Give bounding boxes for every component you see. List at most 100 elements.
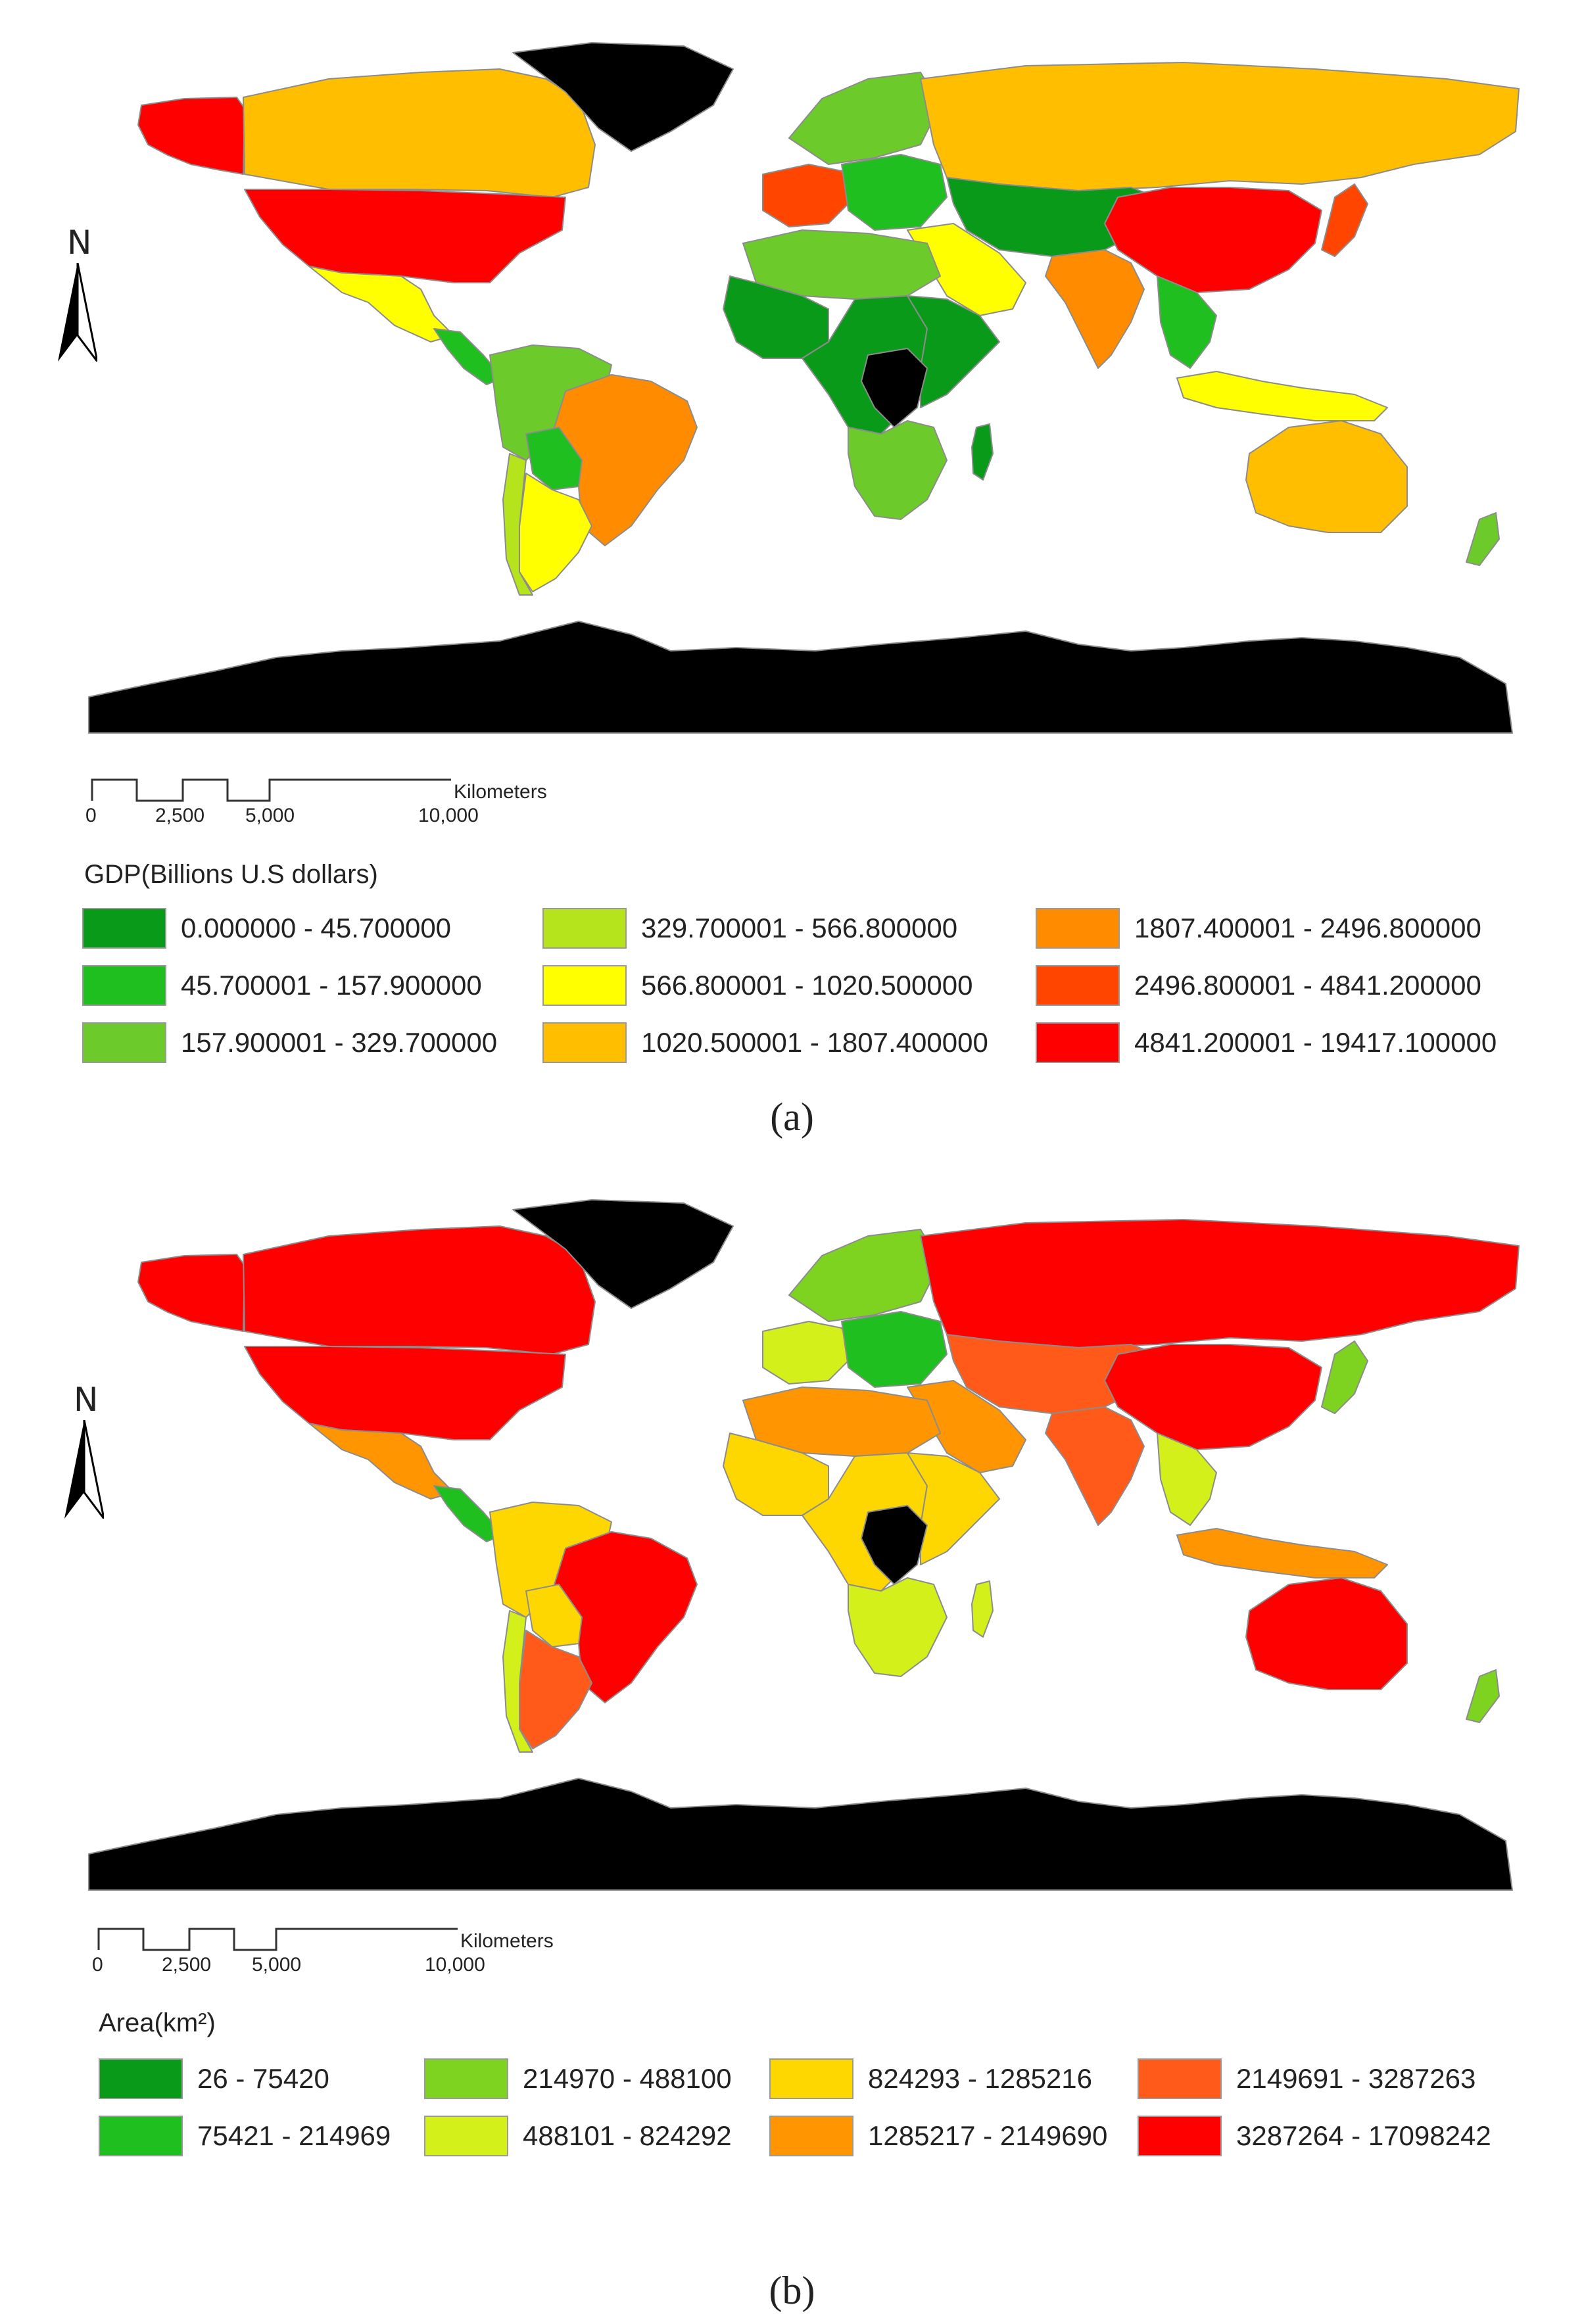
region-western-europe: [762, 1321, 855, 1385]
legend-swatch: [82, 965, 166, 1006]
region-chile: [502, 453, 533, 596]
region-western-europe: [762, 164, 855, 227]
region-india: [1045, 249, 1145, 369]
legend-item: 214970 - 488100: [424, 2058, 732, 2100]
legend-label: 75421 - 214969: [197, 2120, 391, 2151]
scale-bar-graphic: [91, 778, 451, 802]
region-madagascar: [971, 423, 994, 481]
world-map-area: [88, 1199, 1520, 1891]
region-southern-africa: [848, 1577, 948, 1677]
panel-label: (a): [770, 1095, 814, 1139]
legend-item: 75421 - 214969: [99, 2115, 391, 2157]
legend-swatch: [82, 1022, 166, 1063]
legend-label: 157.900001 - 329.700000: [181, 1027, 498, 1058]
region-australia: [1245, 1577, 1408, 1690]
legend-item: 2496.800001 - 4841.200000: [1036, 964, 1481, 1007]
legend-swatch: [424, 2058, 508, 2099]
region-alaska: [137, 1254, 245, 1332]
legend-title: Area(km²): [99, 2008, 216, 2037]
scale-bar: 0 2,500 5,000 10,000 Kilometers: [85, 777, 564, 836]
legend-label: 2149691 - 3287263: [1236, 2063, 1476, 2094]
legend-swatch: [99, 2116, 183, 2156]
region-bolivia: [525, 427, 583, 490]
legend-swatch: [82, 908, 166, 949]
legend-swatch: [542, 1022, 627, 1063]
scale-tick: 0: [85, 805, 97, 826]
legend-label: 566.800001 - 1020.500000: [641, 970, 973, 1001]
region-new-zealand: [1466, 1669, 1500, 1723]
legend-label: 0.000000 - 45.700000: [181, 913, 452, 943]
north-arrow-icon: [64, 1420, 104, 1519]
region-eastern-europe: [841, 154, 948, 231]
region-australia: [1245, 420, 1408, 533]
legend-swatch: [99, 2058, 183, 2099]
region-southeast-asia: [1157, 275, 1217, 369]
region-east-africa: [907, 1452, 1000, 1565]
scale-unit: Kilometers: [454, 781, 547, 803]
legend-label: 329.700001 - 566.800000: [641, 913, 958, 943]
legend-label: 45.700001 - 157.900000: [181, 970, 482, 1001]
legend-swatch: [769, 2058, 853, 2099]
legend-item: 1020.500001 - 1807.400000: [542, 1022, 988, 1064]
map-panel-area: N 0 2,500 5,000 10,000 Kilometers Area(k…: [0, 1157, 1584, 2324]
north-arrow: N: [64, 1381, 104, 1519]
region-greenland: [512, 1199, 734, 1309]
legend-item: 45.700001 - 157.900000: [82, 964, 482, 1007]
legend-item: 329.700001 - 566.800000: [542, 907, 957, 949]
region-india: [1045, 1406, 1145, 1526]
scale-bar: 0 2,500 5,000 10,000 Kilometers: [92, 1926, 571, 1985]
north-arrow-icon: [58, 263, 97, 362]
legend-label: 1020.500001 - 1807.400000: [641, 1027, 988, 1058]
legend-label: 1285217 - 2149690: [868, 2120, 1108, 2151]
legend-item: 1285217 - 2149690: [769, 2115, 1107, 2157]
region-russia: [920, 62, 1520, 191]
legend-label: 26 - 75420: [197, 2063, 329, 2094]
region-bolivia: [525, 1584, 583, 1648]
legend-label: 824293 - 1285216: [868, 2063, 1092, 2094]
legend-swatch: [542, 908, 627, 949]
legend-swatch: [1138, 2116, 1222, 2156]
legend-swatch: [1036, 1022, 1120, 1063]
region-antarctica: [88, 1778, 1513, 1891]
region-east-africa: [907, 295, 1000, 408]
region-usa: [244, 1346, 566, 1440]
legend-item: 0.000000 - 45.700000: [82, 907, 451, 949]
north-arrow: N: [58, 224, 97, 362]
panel-label: (b): [769, 2269, 815, 2312]
scale-tick: 2,500: [155, 805, 205, 826]
region-madagascar: [971, 1580, 994, 1638]
region-eastern-europe: [841, 1311, 948, 1388]
legend-swatch: [1036, 965, 1120, 1006]
north-arrow-label: N: [67, 224, 92, 262]
legend-item: 1807.400001 - 2496.800000: [1036, 907, 1481, 949]
region-northern-europe: [788, 72, 941, 165]
legend-label: 3287264 - 17098242: [1236, 2120, 1491, 2151]
map-panel-gdp: N 0 2,500 5,000 10,000 Kilometers GDP(Bi…: [0, 0, 1584, 1144]
region-antarctica: [88, 621, 1513, 734]
scale-tick: 5,000: [252, 1954, 302, 1976]
region-russia: [920, 1219, 1520, 1348]
legend-item: 157.900001 - 329.700000: [82, 1022, 497, 1064]
legend-item: 2149691 - 3287263: [1138, 2058, 1476, 2100]
scale-tick: 2,500: [162, 1954, 212, 1976]
region-indonesia: [1176, 371, 1388, 421]
legend: 0.000000 - 45.700000 45.700001 - 157.900…: [82, 907, 1568, 1078]
legend-label: 488101 - 824292: [523, 2120, 732, 2151]
legend-label: 2496.800001 - 4841.200000: [1134, 970, 1481, 1001]
region-southeast-asia: [1157, 1433, 1217, 1526]
region-canada: [243, 68, 596, 198]
legend-swatch: [1138, 2058, 1222, 2099]
legend-label: 214970 - 488100: [523, 2063, 732, 2094]
region-chile: [502, 1610, 533, 1753]
scale-tick: 5,000: [245, 805, 295, 826]
legend-label: 4841.200001 - 19417.100000: [1134, 1027, 1497, 1058]
legend: 26 - 75420 75421 - 214969 214970 - 48810…: [99, 2058, 1558, 2163]
region-canada: [243, 1225, 596, 1355]
legend-swatch: [424, 2116, 508, 2156]
legend-swatch: [769, 2116, 853, 2156]
legend-item: 3287264 - 17098242: [1138, 2115, 1491, 2157]
region-china: [1104, 187, 1322, 293]
region-japan: [1321, 1340, 1368, 1414]
scale-tick: 10,000: [425, 1954, 485, 1976]
region-usa: [244, 189, 566, 283]
